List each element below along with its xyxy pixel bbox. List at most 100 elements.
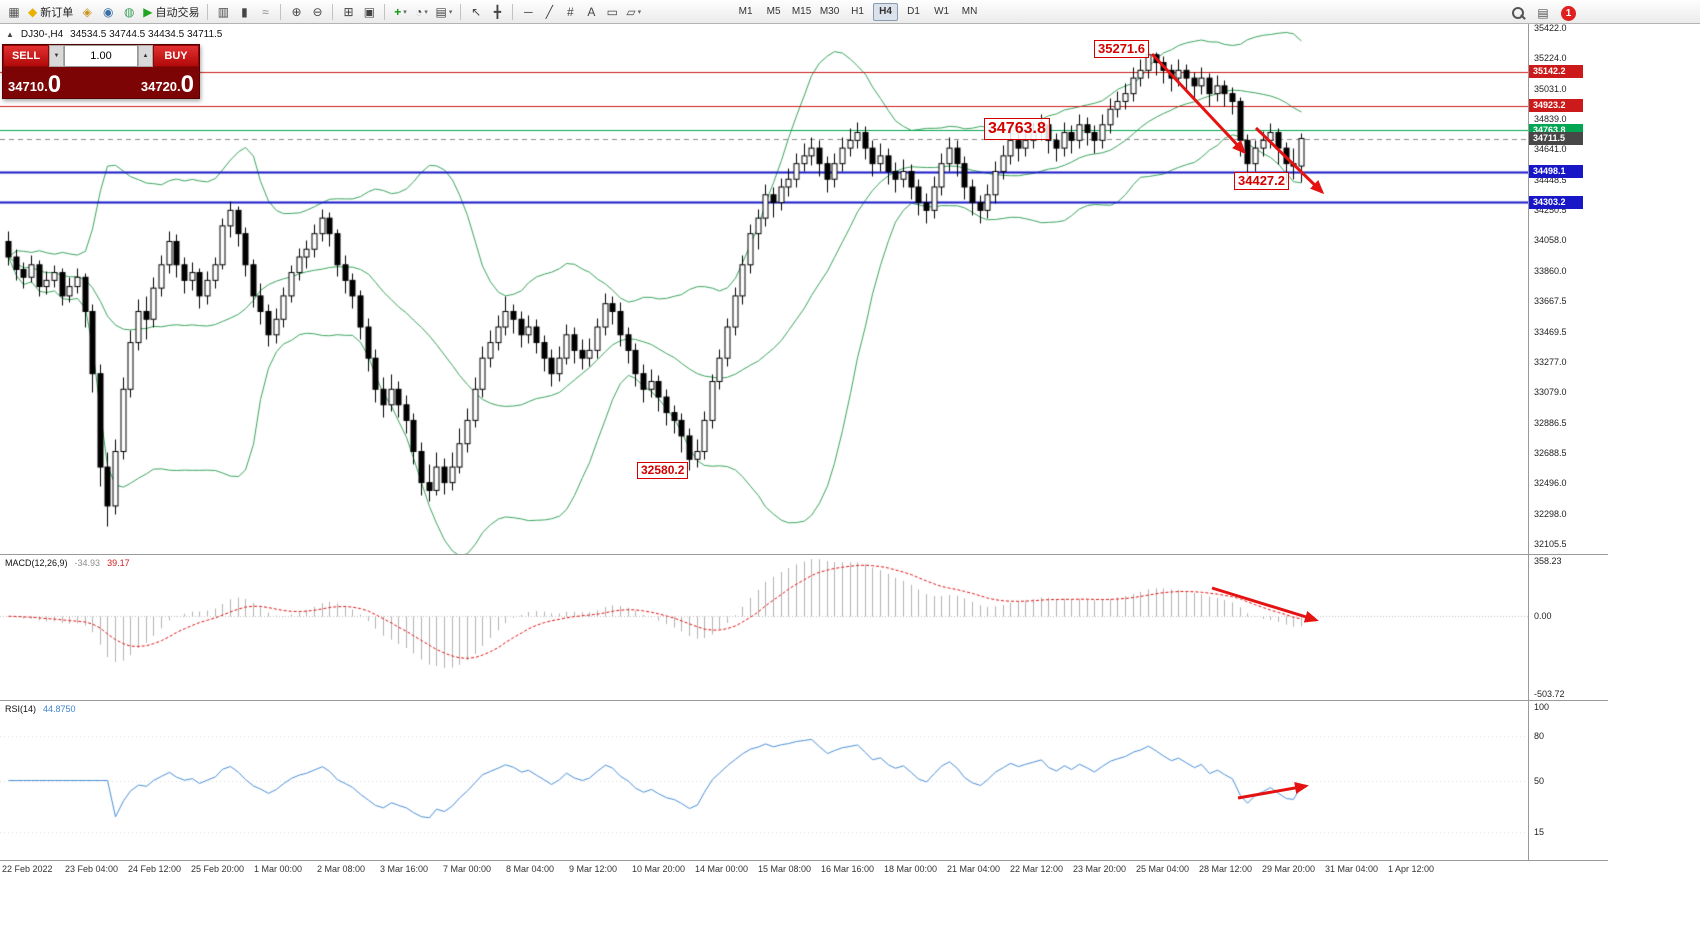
price-axis-separator (1528, 24, 1529, 860)
toolbar-right-group: ▤ 1 (1512, 3, 1576, 23)
text-icon: A (587, 4, 596, 19)
price-chart-canvas[interactable] (0, 24, 1528, 554)
text-label-icon: ▭ (606, 4, 618, 19)
main-toolbar: ▦ ◆ 新订单 ◈ ◉ ◍ ▶ 自动交易 ▥ ▮ ≈ ⊕ ⊖ ⊞ ▣ + ▾ ◔ ▾ ▤ ▾ ↖ ╋ ─ ╱ # A ▭ ▱ ▾ M1 M5 M… (0, 0, 1700, 24)
search-icon[interactable] (1512, 6, 1525, 20)
timeframe-D1[interactable]: D1 (907, 6, 920, 17)
price-annotation: 34763.8 (984, 118, 1050, 140)
buy-button[interactable]: BUY (153, 45, 199, 67)
macd-label: MACD(12,26,9) (5, 558, 68, 568)
toolbar-sep (512, 3, 514, 20)
one-click-trading-panel: SELL ▼ ▲ BUY 34710.0 34720.0 (2, 44, 200, 99)
templates-icon[interactable]: ▤ ▾ (432, 2, 455, 22)
indicators-add-icon: + (394, 4, 402, 19)
price-axis-label: 34641.0 (1534, 144, 1567, 155)
timeframe-M15[interactable]: M15 (791, 6, 812, 17)
one-click-collapse-icon[interactable]: ▲ (6, 30, 14, 39)
fibonacci-icon: # (566, 4, 574, 19)
time-axis-label: 25 Feb 20:00 (191, 864, 245, 874)
notification-badge[interactable]: 1 (1561, 5, 1576, 21)
line-chart-icon[interactable]: ≈ (255, 2, 275, 22)
toolbar-sep (332, 3, 334, 20)
price-annotation: 32580.2 (637, 462, 689, 479)
mql5-community-icon: ◈ (82, 4, 92, 19)
time-axis-label: 18 Mar 00:00 (884, 864, 938, 874)
price-axis-label: 32105.5 (1534, 539, 1567, 549)
timeframe-W1[interactable]: W1 (934, 6, 950, 17)
crosshair-icon[interactable]: ╋ (487, 2, 507, 22)
chat-icon[interactable]: ▤ (1537, 6, 1549, 20)
price-annotation: 34427.2 (1234, 172, 1289, 191)
price-axis[interactable] (1529, 24, 1608, 860)
macd-pane-canvas[interactable] (0, 555, 1528, 700)
price-axis-label: 34250.5 (1534, 205, 1567, 216)
timeframe-H4[interactable]: H4 (873, 2, 899, 21)
zoom-in-icon[interactable]: ⊕ (286, 2, 306, 22)
sell-price-button[interactable]: 34710. 0 (8, 71, 62, 98)
trendline-icon: ╱ (545, 4, 553, 19)
cascade-windows-icon[interactable]: ▣ (359, 2, 379, 22)
price-axis-label: 34448.5 (1534, 174, 1567, 185)
time-axis-label: 24 Feb 12:00 (128, 864, 182, 874)
indicators-add-icon[interactable]: + ▾ (390, 2, 410, 22)
market-icon: ◍ (123, 4, 135, 19)
new-order-button[interactable]: ◆ 新订单 (25, 2, 76, 22)
bar-chart-icon[interactable]: ▥ (213, 2, 233, 22)
sell-price-main: 34710. (8, 79, 48, 94)
rsi-value: 44.8750 (43, 704, 76, 714)
ohlc-values: 34534.5 34744.5 34434.5 34711.5 (70, 29, 223, 40)
volume-down-button[interactable]: ▼ (49, 45, 64, 67)
shapes-icon[interactable]: ▱ ▾ (623, 2, 644, 22)
auto-trading-button[interactable]: ▶ 自动交易 (140, 2, 202, 22)
sell-button[interactable]: SELL (3, 45, 49, 67)
text-icon[interactable]: A (581, 2, 601, 22)
pane-separator[interactable] (0, 700, 1608, 701)
hline-icon[interactable]: ─ (518, 2, 538, 22)
price-axis-label: 34058.0 (1534, 235, 1567, 246)
auto-trading-button: ▶ (143, 4, 153, 19)
fibonacci-icon[interactable]: # (560, 2, 580, 22)
text-label-icon[interactable]: ▭ (602, 2, 622, 22)
chart-window-icon[interactable]: ▦ (4, 2, 24, 22)
candlestick-chart-icon[interactable]: ▮ (234, 2, 254, 22)
profile-icon[interactable]: ◉ (98, 2, 118, 22)
time-axis-label: 21 Mar 04:00 (947, 864, 1001, 874)
market-icon[interactable]: ◍ (119, 2, 139, 22)
rsi-indicator-header: RSI(14) 44.8750 (5, 704, 76, 714)
chevron-down-icon: ▾ (424, 8, 428, 16)
volume-up-button[interactable]: ▲ (138, 45, 153, 67)
price-tag: 34923.2 (1529, 99, 1583, 113)
zoom-in-icon: ⊕ (291, 4, 302, 19)
volume-input[interactable] (64, 45, 138, 67)
rsi-pane-canvas[interactable] (0, 701, 1528, 860)
trendline-icon[interactable]: ╱ (539, 2, 559, 22)
sell-price-pips: 0 (47, 71, 62, 98)
toolbar-sep (460, 3, 462, 20)
tile-windows-icon: ⊞ (343, 4, 354, 19)
macd-signal-value: 39.17 (107, 558, 130, 568)
chart-window-icon: ▦ (8, 4, 20, 19)
price-axis-label: 33277.0 (1534, 356, 1567, 367)
zoom-out-icon[interactable]: ⊖ (307, 2, 327, 22)
buy-price-button[interactable]: 34720. 0 (141, 73, 194, 97)
time-axis-label: 23 Mar 20:00 (1073, 864, 1127, 874)
time-axis-label: 31 Mar 04:00 (1325, 864, 1379, 874)
time-axis-label: 22 Mar 12:00 (1010, 864, 1064, 874)
time-axis-label: 29 Mar 20:00 (1262, 864, 1316, 874)
timeframe-MN[interactable]: MN (961, 6, 978, 17)
new-order-button-label: 新订单 (40, 6, 74, 19)
time-axis-label: 23 Feb 04:00 (65, 864, 119, 874)
templates-icon: ▤ (435, 4, 447, 19)
timeframe-M1[interactable]: M1 (738, 6, 753, 17)
timeframe-H1[interactable]: H1 (851, 6, 864, 17)
periods-icon[interactable]: ◔ ▾ (411, 2, 431, 22)
mql5-community-icon[interactable]: ◈ (77, 2, 97, 22)
timeframe-M5[interactable]: M5 (766, 6, 781, 17)
pane-separator[interactable] (0, 554, 1608, 555)
tile-windows-icon[interactable]: ⊞ (338, 2, 358, 22)
cursor-icon[interactable]: ↖ (466, 2, 486, 22)
macd-axis-label: -503.72 (1534, 689, 1565, 699)
time-axis[interactable] (0, 861, 1608, 884)
timeframe-M30[interactable]: M30 (819, 6, 840, 17)
